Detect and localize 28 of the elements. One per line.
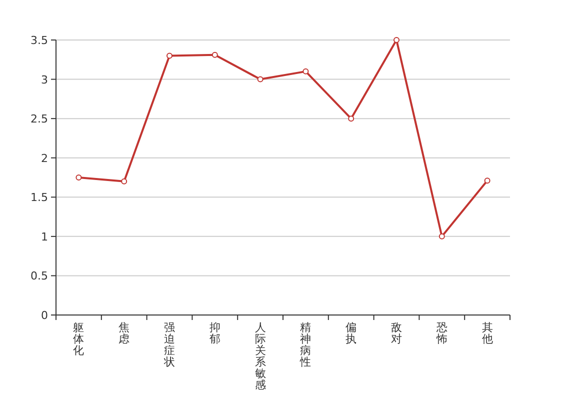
x-tick-label: 偏执 [346,321,357,346]
point [76,174,82,180]
y-tick-label: 3.5 [30,34,48,47]
x-tick-label: 焦虑 [118,321,130,346]
y-tick-label: 0.5 [30,270,48,283]
x-tick-label: 强迫症状 [163,321,175,368]
x-tick-label: 精神病性 [299,321,312,368]
point [484,178,490,184]
point [302,68,309,74]
y-tick-label: 2 [41,152,48,165]
y-tick-label: 1 [41,230,48,244]
point [438,233,445,240]
y-tick-label: 0 [41,309,48,322]
point [166,52,172,59]
x-tick-label: 人际关系敏感 [254,321,266,392]
x-tick-label: 其他 [482,321,493,346]
y-tick-label: 1.5 [30,191,48,204]
point [212,52,218,58]
point [121,178,128,184]
point [348,116,354,122]
x-tick-label: 躯体化 [73,321,84,357]
x-tick-label: 抑郁 [209,321,220,346]
y-tick-label: 2.5 [30,112,48,126]
y-tick-label: 3 [41,73,48,86]
x-tick-label: 恐怖 [435,321,448,346]
point [257,76,264,82]
x-tick-label: 敌对 [391,321,402,346]
point [394,37,400,43]
